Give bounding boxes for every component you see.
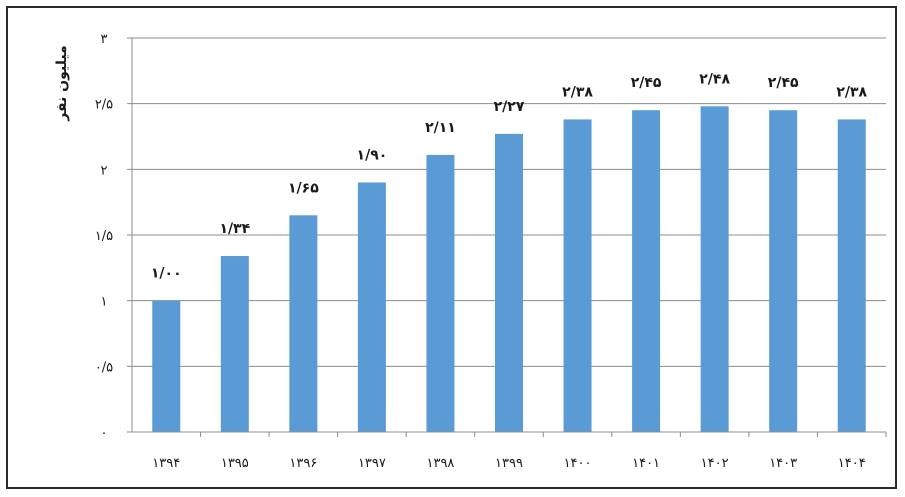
x-tick-label: ۱۳۹۷ [358, 456, 386, 471]
bar [769, 110, 798, 432]
bar [152, 300, 181, 432]
bar [700, 106, 729, 432]
bar [289, 215, 318, 432]
data-label: ۲/۲۷ [494, 99, 525, 115]
bar [495, 133, 523, 432]
bar [632, 110, 661, 432]
x-tick-label: ۱۴۰۱ [632, 456, 660, 471]
y-tick-label: ۰ [101, 426, 108, 441]
bar [426, 154, 455, 433]
data-label: ۲/۳۸ [836, 84, 867, 100]
x-tick-label: ۱۳۹۵ [221, 456, 249, 471]
x-tick-label: ۱۴۰۳ [769, 456, 797, 471]
data-label: ۲/۳۸ [562, 84, 593, 100]
bar [563, 119, 592, 432]
x-tick-label: ۱۴۰۴ [838, 456, 866, 471]
bar [837, 119, 866, 432]
data-label: ۱/۰۰ [151, 266, 182, 282]
bars [152, 106, 866, 433]
data-label: ۲/۴۵ [631, 75, 662, 91]
x-tick-label: ۱۳۹۴ [152, 456, 180, 471]
x-tick-label: ۱۴۰۲ [701, 456, 729, 471]
gridlines [132, 37, 886, 367]
data-label: ۱/۳۴ [219, 221, 250, 237]
bar [220, 256, 249, 432]
data-label: ۲/۴۵ [768, 75, 799, 91]
x-tick-label: ۱۳۹۹ [495, 456, 523, 471]
y-axis-title: میلیون نفر [54, 45, 70, 121]
data-label: ۱/۶۵ [288, 180, 319, 196]
x-tick-label: ۱۴۰۰ [564, 456, 592, 471]
x-tick-label: ۱۳۹۶ [289, 456, 317, 471]
y-tick-label: ۱ [101, 295, 108, 310]
axes: ۰ ۰/۵ ۱ ۱/۵ ۲ ۲/۵ ۳ ۱۳۹۴ ۱۳۹۵ ۱۳۹۶ ۱۳۹۷ ۱۳۹۸ ۱۳۹۹ ۱۴۰… [95, 32, 887, 471]
data-labels: ۱/۰۰ ۱/۳۴ ۱/۶۵ ۱/۹۰ ۲/۱۱ ۲/۲۷ ۲/۳۸ ۲/۴۵ ۲/۴۸ ۲/۴۵… [151, 71, 868, 281]
data-label: ۲/۱۱ [425, 120, 456, 136]
y-tick-label: ۰/۵ [95, 360, 113, 375]
data-label: ۲/۴۸ [699, 71, 730, 87]
y-tick-label: ۱/۵ [95, 229, 113, 244]
x-tick-label: ۱۳۹۸ [426, 456, 454, 471]
bar [357, 182, 386, 432]
y-tick-label: ۲ [101, 163, 108, 178]
y-tick-label: ۲/۵ [95, 98, 113, 113]
data-label: ۱/۹۰ [357, 147, 388, 163]
y-tick-label: ۳ [101, 32, 108, 47]
